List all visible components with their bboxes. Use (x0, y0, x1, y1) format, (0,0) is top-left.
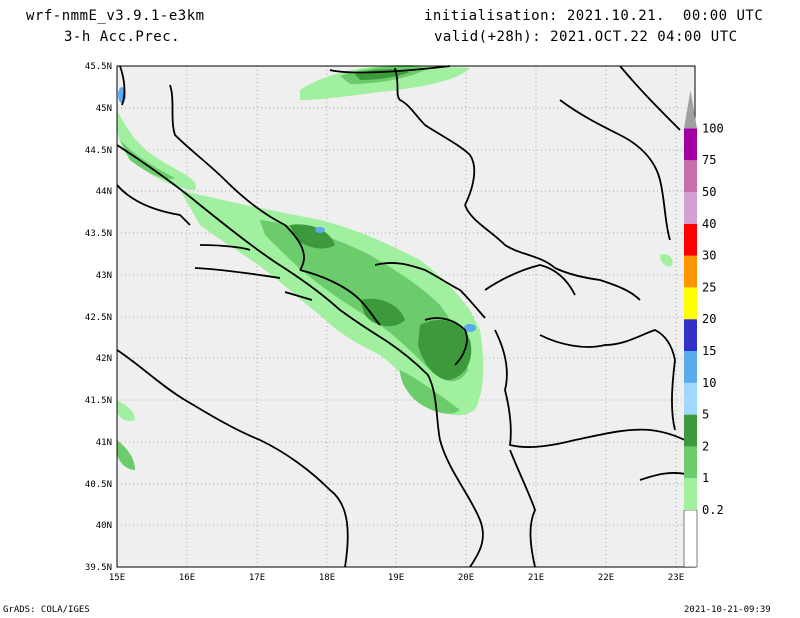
colorbar-label: 1 (702, 471, 709, 485)
colorbar-label: 10 (702, 376, 716, 390)
colorbar-swatch (684, 382, 697, 415)
colorbar-swatch (684, 478, 697, 510)
colorbar-label: 5 (702, 408, 709, 422)
valid-time: valid(+28h): 2021.OCT.22 04:00 UTC (434, 29, 738, 45)
lat-tick: 41.5N (85, 396, 112, 406)
colorbar-swatch (684, 160, 697, 192)
lat-tick: 42.5N (85, 313, 112, 323)
colorbar-label: 2 (702, 439, 709, 453)
credit: GrADS: COLA/IGES (3, 605, 90, 615)
lat-tick: 44N (96, 187, 112, 197)
colorbar-top-arrow (684, 90, 697, 129)
colorbar-label: 0.2 (702, 503, 724, 517)
colorbar-swatch (684, 319, 697, 351)
lon-tick: 23E (668, 573, 684, 583)
lat-tick: 44.5N (85, 146, 112, 156)
colorbar-label: 15 (702, 344, 716, 358)
lon-tick: 16E (179, 573, 195, 583)
lat-tick: 42N (96, 354, 112, 364)
colorbar-label: 25 (702, 280, 716, 294)
lon-tick: 22E (598, 573, 614, 583)
lat-tick: 45.5N (85, 62, 112, 72)
colorbar-swatch (684, 128, 697, 161)
lon-tick: 21E (528, 573, 544, 583)
lat-tick: 41N (96, 438, 112, 448)
lon-tick: 17E (249, 573, 265, 583)
colorbar-label: 20 (702, 312, 716, 326)
colorbar-swatch (684, 192, 697, 224)
lat-tick: 43N (96, 271, 112, 281)
colorbar-swatch (684, 351, 697, 383)
lon-tick: 19E (388, 573, 404, 583)
lon-axis: 15E 16E 17E 18E 19E 20E 21E 22E 23E (109, 573, 684, 583)
colorbar-swatch (684, 223, 697, 256)
lat-tick: 43.5N (85, 229, 112, 239)
lon-tick: 20E (458, 573, 474, 583)
borders (116, 65, 696, 568)
timestamp: 2021-10-21-09:39 (684, 605, 771, 615)
colorbar-label: 75 (702, 153, 716, 167)
lat-tick: 40N (96, 521, 112, 531)
lat-tick: 40.5N (85, 480, 112, 490)
model-name: wrf-nmmE_v3.9.1-e3km (26, 8, 205, 24)
colorbar-label: 40 (702, 217, 716, 231)
lon-tick: 18E (319, 573, 335, 583)
colorbar-swatch (684, 287, 697, 320)
product-name: 3-h Acc.Prec. (64, 29, 181, 45)
init-time: initialisation: 2021.10.21. 00:00 UTC (424, 8, 764, 24)
colorbar-label: 50 (702, 185, 716, 199)
colorbar-swatch (684, 255, 697, 288)
colorbar-swatch (684, 446, 697, 479)
colorbar-swatch (684, 414, 697, 447)
lat-tick: 39.5N (85, 563, 112, 573)
lon-tick: 15E (109, 573, 125, 583)
lat-axis: 45.5N 45N 44.5N 44N 43.5N 43N 42.5N 42N … (85, 62, 112, 573)
colorbar-base (683, 509, 698, 568)
colorbar-label: 30 (702, 249, 716, 263)
lat-tick: 45N (96, 104, 112, 114)
colorbar-label: 100 (702, 121, 724, 135)
